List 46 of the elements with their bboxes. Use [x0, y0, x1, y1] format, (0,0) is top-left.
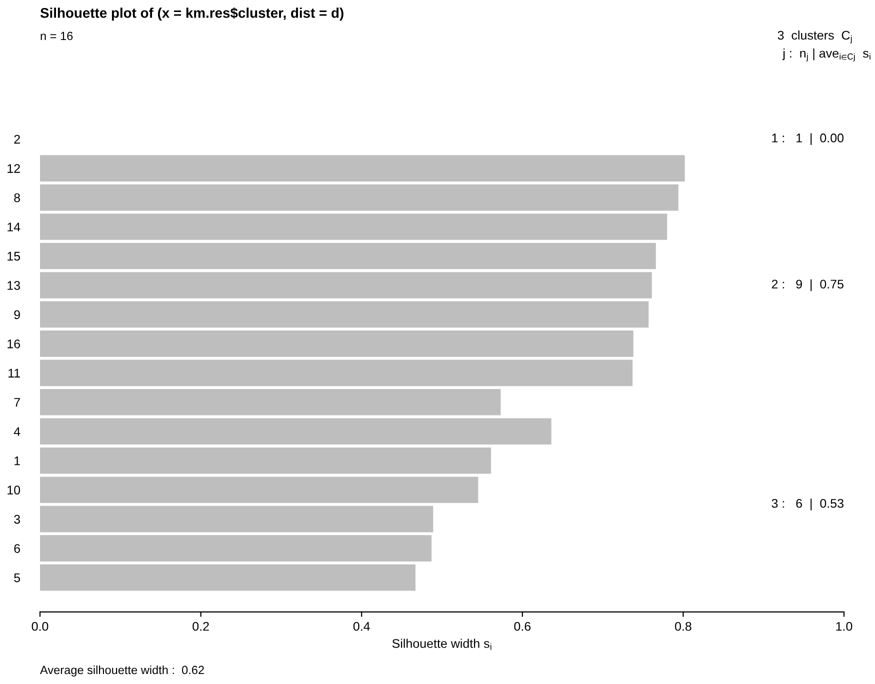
annotation: 2 : 9 | 0.75	[772, 279, 844, 292]
x-tick-label: 0.4	[353, 622, 370, 631]
x-tick-label: 0.2	[192, 622, 209, 631]
y-tick-label: 5	[14, 573, 20, 582]
y-tick-label: 7	[14, 398, 20, 407]
y-tick-label: 1	[14, 456, 20, 466]
y-tick-label: 12	[8, 164, 20, 173]
y-tick-label: 2	[14, 134, 20, 144]
text: Average silhouette width : 0.62	[40, 665, 204, 677]
bar	[40, 506, 434, 532]
chart-title: Silhouette plot of (x = km.res$cluster, dist = d)	[40, 7, 344, 21]
y-tick-label: 6	[14, 544, 20, 553]
x-tick-label: 0.0	[32, 622, 48, 631]
bar	[40, 447, 492, 474]
bar	[40, 418, 552, 445]
bar	[40, 242, 656, 270]
y-tick-label: 14	[8, 222, 20, 232]
y-tick-label: 3	[14, 514, 20, 524]
y-tick-label: 16	[8, 339, 20, 348]
bar	[40, 184, 678, 211]
bar	[40, 389, 501, 416]
y-tick-label: 10	[8, 486, 20, 494]
y-tick-label: 15	[8, 252, 20, 261]
y-tick-label: 9	[14, 310, 20, 320]
annotation: 1 : 1 | 0.00	[772, 133, 844, 145]
y-tick-label: 8	[14, 193, 20, 202]
chart-subtitle: n = 16	[40, 32, 73, 40]
bar	[40, 301, 649, 328]
annotation: 3 : 6 | 0.53	[772, 498, 844, 510]
y-tick-label: 4	[14, 427, 20, 436]
bar	[40, 155, 685, 182]
x-tick-label: 0.8	[675, 622, 692, 631]
bar	[40, 272, 652, 298]
x-axis-title: Silhouette width s$_{i}$	[392, 638, 492, 650]
bar	[40, 564, 416, 591]
bar	[40, 214, 668, 240]
x-tick-label: 0.6	[514, 622, 531, 631]
bar	[40, 360, 633, 386]
y-tick-label: 11	[8, 368, 20, 378]
bar	[40, 535, 432, 562]
bar	[40, 476, 478, 503]
y-tick-label: 13	[8, 281, 20, 290]
text: j : n$_{j}$ | ave$_{i∈Cj}$ s$_{i}$	[782, 48, 870, 62]
text: 3 clusters C$_{j}$	[778, 30, 852, 44]
bar	[40, 330, 634, 357]
x-tick-label: 1.0	[836, 622, 852, 631]
